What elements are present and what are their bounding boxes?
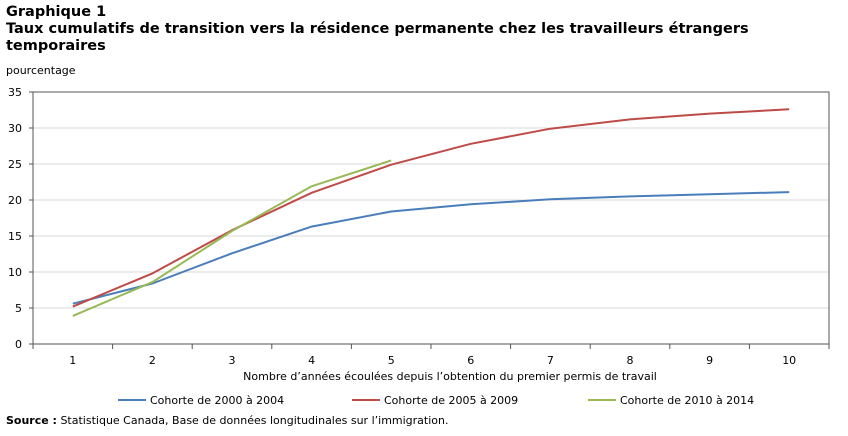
x-tick-label-8: 8: [627, 354, 634, 367]
x-tick-label-3: 3: [229, 354, 236, 367]
legend-swatch-2: [588, 399, 616, 401]
legend-swatch-1: [352, 399, 380, 401]
y-tick-label-15: 15: [8, 230, 22, 243]
plot-frame: [32, 91, 830, 345]
chart-title: Taux cumulatifs de transition vers la ré…: [6, 21, 749, 54]
legend-swatch-0: [118, 399, 146, 401]
x-tick-label-1: 1: [69, 354, 76, 367]
legend-label-2: Cohorte de 2010 à 2014: [620, 394, 755, 407]
y-tick-label-20: 20: [8, 194, 22, 207]
legend-item-0: Cohorte de 2000 à 2004: [118, 394, 284, 410]
x-axis-ticks: 1 2 3 4 5 6 7 8 9 10: [32, 344, 830, 367]
y-axis-label: pourcentage: [6, 64, 76, 77]
y-tick-label-35: 35: [8, 86, 22, 99]
series-line-2: [72, 159, 392, 317]
y-tick-label-25: 25: [8, 158, 22, 171]
y-tick-label-10: 10: [8, 266, 22, 279]
gridlines: [33, 127, 829, 309]
series-line-0: [72, 191, 790, 305]
y-tick-label-30: 30: [8, 122, 22, 135]
legend-item-2: Cohorte de 2010 à 2014: [588, 394, 754, 410]
x-tick-label-5: 5: [388, 354, 395, 367]
legend-label-1: Cohorte de 2005 à 2009: [384, 394, 519, 407]
x-tick-label-10: 10: [782, 354, 796, 367]
chart-heading: Graphique 1 Taux cumulatifs de transitio…: [6, 4, 806, 55]
x-tick-label-6: 6: [467, 354, 474, 367]
legend-item-1: Cohorte de 2005 à 2009: [352, 394, 518, 410]
x-tick-label-4: 4: [308, 354, 315, 367]
y-axis-ticks: 0 5 10 15 20 25 30 35: [8, 86, 33, 351]
series-line-1: [72, 108, 790, 308]
legend-label-0: Cohorte de 2000 à 2004: [150, 394, 285, 407]
figure-label: Graphique 1: [6, 4, 107, 20]
source-note: Source : Statistique Canada, Base de don…: [6, 414, 449, 427]
x-tick-label-7: 7: [547, 354, 554, 367]
y-tick-label-0: 0: [15, 338, 22, 351]
source-text: Statistique Canada, Base de données long…: [60, 414, 449, 427]
x-axis-label: Nombre d’années écoulées depuis l’obtent…: [243, 370, 657, 383]
x-tick-label-9: 9: [706, 354, 713, 367]
y-tick-label-5: 5: [15, 302, 22, 315]
x-tick-label-2: 2: [149, 354, 156, 367]
source-label: Source :: [6, 414, 57, 427]
series-lines: [72, 108, 790, 317]
